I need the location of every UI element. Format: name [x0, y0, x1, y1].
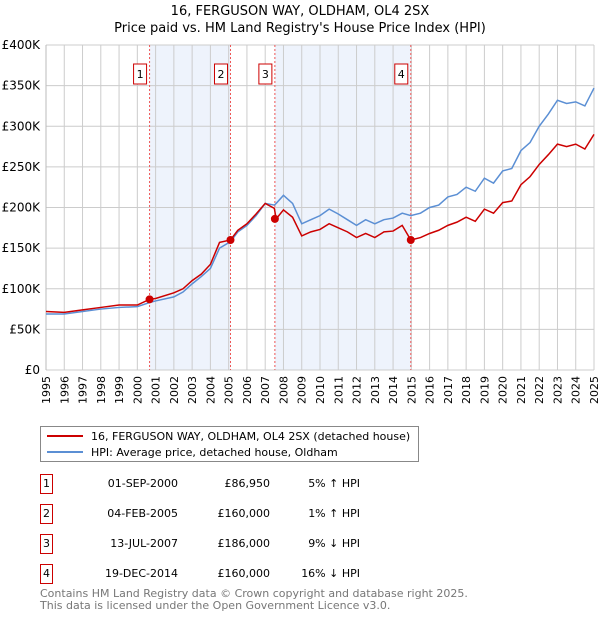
x-tick-label: 2001	[150, 376, 163, 404]
sale-hpi-diff: 5% ↑ HPI	[308, 477, 360, 490]
sale-hpi-diff: 1% ↑ HPI	[308, 507, 360, 520]
sale-hpi-diff: 9% ↓ HPI	[308, 537, 360, 550]
x-tick-label: 2019	[478, 376, 491, 404]
sale-marker-label: 3	[40, 534, 53, 554]
x-tick-label: 2010	[314, 376, 327, 404]
sale-price: £160,000	[217, 507, 271, 520]
y-tick-label: £400K	[2, 38, 42, 52]
hpi-line	[46, 87, 595, 315]
sale-price: £186,000	[217, 537, 271, 550]
y-tick-label: £150K	[2, 241, 42, 255]
sale-price: £160,000	[217, 567, 271, 580]
legend: 16, FERGUSON WAY, OLDHAM, OL4 2SX (detac…	[40, 426, 420, 462]
sale-price: £86,950	[224, 477, 271, 490]
x-tick-label: 1996	[58, 376, 71, 404]
y-tick-label: £200K	[2, 201, 42, 215]
y-tick-label: £0	[25, 363, 40, 377]
x-tick-label: 2023	[551, 376, 564, 404]
y-tick-label: £300K	[2, 119, 42, 133]
sale-marker-box	[213, 63, 228, 85]
x-tick-label: 2005	[223, 376, 236, 404]
sale-marker-box	[394, 63, 409, 85]
y-tick-label: £350K	[2, 79, 42, 93]
sale-date: 01-SEP-2000	[107, 477, 178, 490]
x-tick-label: 2025	[588, 376, 600, 404]
sale-date: 04-FEB-2005	[107, 507, 178, 520]
sale-point	[226, 236, 235, 244]
x-tick-label: 2009	[296, 376, 309, 404]
sale-marker-label: 4	[40, 564, 53, 584]
sale-marker-label: 2	[217, 68, 224, 81]
sale-date: 13-JUL-2007	[110, 537, 178, 550]
x-tick-label: 2006	[241, 376, 254, 404]
x-tick-label: 2015	[405, 376, 418, 404]
x-tick-label: 1998	[95, 376, 108, 404]
legend-item-property: 16, FERGUSON WAY, OLDHAM, OL4 2SX (detac…	[47, 428, 410, 444]
x-tick-label: 2021	[515, 376, 528, 404]
x-tick-label: 1995	[40, 376, 53, 404]
sale-point	[145, 295, 154, 304]
sale-hpi-diff: 16% ↓ HPI	[301, 567, 360, 580]
legend-swatch-blue	[47, 451, 83, 453]
y-tick-label: £100K	[2, 282, 42, 296]
x-tick-label: 1997	[77, 376, 90, 404]
sale-marker-label: 3	[262, 68, 269, 81]
sale-marker-label: 1	[137, 68, 144, 81]
x-tick-label: 2017	[442, 376, 455, 404]
x-tick-label: 1999	[113, 376, 126, 404]
x-tick-label: 2008	[277, 376, 290, 404]
sale-marker-label: 2	[40, 504, 53, 524]
sale-row: 4 19-DEC-2014 £160,000 16% ↓ HPI	[40, 564, 440, 584]
x-tick-label: 2022	[533, 376, 546, 404]
x-tick-label: 2004	[204, 376, 217, 404]
x-tick-label: 2024	[570, 376, 583, 404]
x-tick-label: 2012	[351, 376, 364, 404]
sale-point	[270, 214, 279, 223]
chart: 1995 1996 1997 1998 1999 2000 2001 2002 2003 2004…	[2, 38, 600, 404]
x-tick-label: 2014	[387, 376, 400, 404]
property-line	[45, 133, 595, 314]
legend-label: 16, FERGUSON WAY, OLDHAM, OL4 2SX (detac…	[91, 429, 411, 443]
x-tick-label: 2003	[186, 376, 199, 404]
chart-title: 16, FERGUSON WAY, OLDHAM, OL4 2SX	[170, 4, 430, 19]
x-tick-label: 2013	[369, 376, 382, 404]
sale-row: 3 13-JUL-2007 £186,000 9% ↓ HPI	[40, 534, 440, 554]
x-tick-label: 2002	[168, 376, 181, 404]
sale-marker-box	[133, 63, 148, 85]
chart-subtitle: Price paid vs. HM Land Registry's House …	[114, 21, 486, 36]
sale-marker-label: 1	[40, 474, 53, 494]
x-tick-label: 2007	[259, 376, 272, 404]
sale-row: 2 04-FEB-2005 £160,000 1% ↑ HPI	[40, 504, 440, 524]
legend-label: HPI: Average price, detached house, Oldh…	[91, 445, 338, 459]
x-tick-label: 2018	[460, 376, 473, 404]
footer-line1: Contains HM Land Registry data © Crown c…	[40, 587, 468, 600]
sale-date: 19-DEC-2014	[104, 567, 178, 580]
x-tick-label: 2000	[131, 376, 144, 404]
x-tick-label: 2016	[424, 376, 437, 404]
sale-point	[406, 236, 415, 244]
legend-item-hpi: HPI: Average price, detached house, Oldh…	[47, 444, 410, 460]
sale-row: 1 01-SEP-2000 £86,950 5% ↑ HPI	[40, 474, 440, 494]
sale-marker-label: 4	[398, 68, 405, 81]
legend-swatch-red	[47, 435, 83, 437]
footer-line2: This data is licensed under the Open Gov…	[40, 599, 391, 612]
y-tick-label: £50K	[9, 322, 41, 336]
footer: Contains HM Land Registry data © Crown c…	[40, 588, 468, 612]
x-tick-label: 2011	[332, 376, 345, 404]
y-tick-label: £250K	[2, 160, 42, 174]
x-tick-label: 2020	[497, 376, 510, 404]
sale-marker-box	[258, 63, 273, 85]
